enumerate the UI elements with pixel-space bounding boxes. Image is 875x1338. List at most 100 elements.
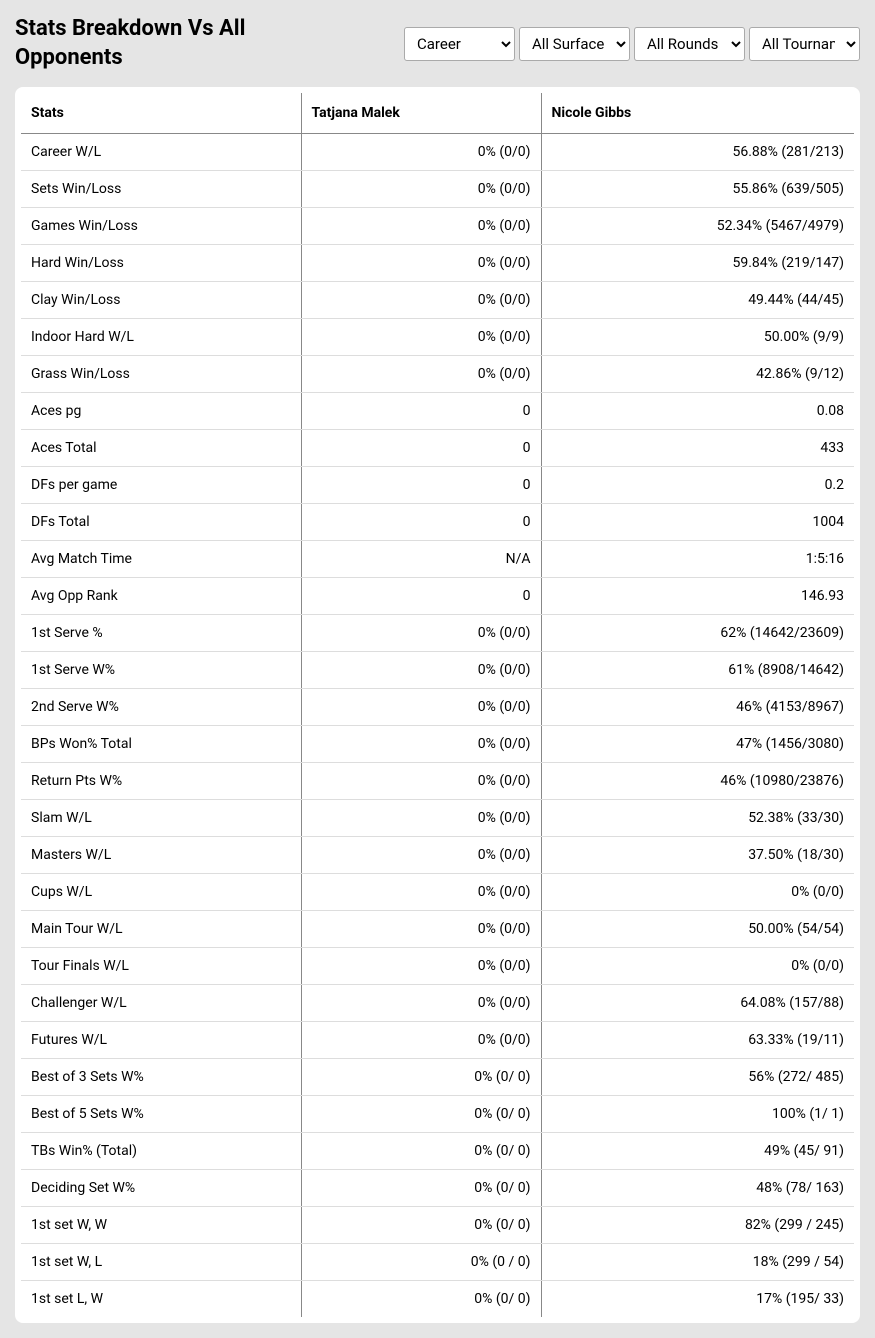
player2-value: 50.00% (9/9) [541,319,854,356]
player2-value: 146.93 [541,578,854,615]
stat-label: Cups W/L [21,874,301,911]
stat-label: Aces pg [21,393,301,430]
table-row: Sets Win/Loss0% (0/0)55.86% (639/505) [21,171,854,208]
tournament-select[interactable]: All Tournaments [749,27,860,61]
table-row: Slam W/L0% (0/0)52.38% (33/30) [21,800,854,837]
stat-label: 1st set L, W [21,1281,301,1318]
stat-label: Avg Match Time [21,541,301,578]
player1-value: 0 [301,504,541,541]
player2-value: 17% (195/ 33) [541,1281,854,1318]
player1-value: 0% (0/ 0) [301,1059,541,1096]
table-row: Indoor Hard W/L0% (0/0)50.00% (9/9) [21,319,854,356]
table-row: BPs Won% Total0% (0/0)47% (1456/3080) [21,726,854,763]
player1-value: 0% (0/0) [301,763,541,800]
stat-label: Clay Win/Loss [21,282,301,319]
table-row: Masters W/L0% (0/0)37.50% (18/30) [21,837,854,874]
table-row: Best of 5 Sets W%0% (0/ 0)100% (1/ 1) [21,1096,854,1133]
table-row: 1st Serve %0% (0/0)62% (14642/23609) [21,615,854,652]
player1-value: 0 [301,393,541,430]
player1-value: 0% (0/0) [301,652,541,689]
player1-value: 0% (0/0) [301,171,541,208]
stat-label: 1st set W, L [21,1244,301,1281]
surface-select[interactable]: All Surfaces [519,27,630,61]
stat-label: Challenger W/L [21,985,301,1022]
stat-label: Slam W/L [21,800,301,837]
table-row: TBs Win% (Total)0% (0/ 0)49% (45/ 91) [21,1133,854,1170]
player1-value: 0% (0/ 0) [301,1096,541,1133]
filter-bar: Career All Surfaces All Rounds All Tourn… [404,27,860,61]
table-row: Deciding Set W%0% (0/ 0)48% (78/ 163) [21,1170,854,1207]
player2-value: 59.84% (219/147) [541,245,854,282]
stat-label: 1st Serve W% [21,652,301,689]
player1-value: 0% (0/0) [301,245,541,282]
player2-value: 49% (45/ 91) [541,1133,854,1170]
table-row: 1st set W, W0% (0/ 0)82% (299 / 245) [21,1207,854,1244]
round-select[interactable]: All Rounds [634,27,745,61]
player2-value: 1:5:16 [541,541,854,578]
stat-label: BPs Won% Total [21,726,301,763]
player2-value: 61% (8908/14642) [541,652,854,689]
stat-label: TBs Win% (Total) [21,1133,301,1170]
player2-value: 18% (299 / 54) [541,1244,854,1281]
period-select[interactable]: Career [404,27,515,61]
table-row: DFs Total01004 [21,504,854,541]
stat-label: Deciding Set W% [21,1170,301,1207]
player2-value: 62% (14642/23609) [541,615,854,652]
table-row: Best of 3 Sets W%0% (0/ 0)56% (272/ 485) [21,1059,854,1096]
stat-label: Aces Total [21,430,301,467]
stat-label: Career W/L [21,134,301,171]
table-row: Futures W/L0% (0/0)63.33% (19/11) [21,1022,854,1059]
player2-value: 0% (0/0) [541,874,854,911]
table-row: Hard Win/Loss0% (0/0)59.84% (219/147) [21,245,854,282]
player2-value: 0.08 [541,393,854,430]
stat-label: Hard Win/Loss [21,245,301,282]
stat-label: Grass Win/Loss [21,356,301,393]
player2-value: 50.00% (54/54) [541,911,854,948]
player2-value: 52.38% (33/30) [541,800,854,837]
stat-label: Return Pts W% [21,763,301,800]
player2-value: 433 [541,430,854,467]
table-row: Challenger W/L0% (0/0)64.08% (157/88) [21,985,854,1022]
table-row: Games Win/Loss0% (0/0)52.34% (5467/4979) [21,208,854,245]
player1-value: 0% (0/0) [301,134,541,171]
player1-value: 0% (0/0) [301,985,541,1022]
table-row: 1st Serve W%0% (0/0)61% (8908/14642) [21,652,854,689]
player2-value: 42.86% (9/12) [541,356,854,393]
player1-value: 0% (0/0) [301,208,541,245]
player2-value: 63.33% (19/11) [541,1022,854,1059]
table-row: 1st set W, L0% (0 / 0)18% (299 / 54) [21,1244,854,1281]
player1-value: 0% (0/0) [301,911,541,948]
stat-label: Masters W/L [21,837,301,874]
table-row: Aces pg00.08 [21,393,854,430]
player1-value: 0% (0/0) [301,689,541,726]
stat-label: Indoor Hard W/L [21,319,301,356]
player2-value: 49.44% (44/45) [541,282,854,319]
table-row: Avg Opp Rank0146.93 [21,578,854,615]
table-row: Aces Total0433 [21,430,854,467]
player1-value: 0% (0/0) [301,800,541,837]
stat-label: Best of 5 Sets W% [21,1096,301,1133]
player2-value: 56.88% (281/213) [541,134,854,171]
table-row: 1st set L, W0% (0/ 0)17% (195/ 33) [21,1281,854,1318]
table-row: Tour Finals W/L0% (0/0)0% (0/0) [21,948,854,985]
stat-label: Tour Finals W/L [21,948,301,985]
stats-table-wrapper: Stats Tatjana Malek Nicole Gibbs Career … [15,87,860,1323]
table-row: Main Tour W/L0% (0/0)50.00% (54/54) [21,911,854,948]
player1-value: 0% (0/0) [301,874,541,911]
player2-value: 46% (10980/23876) [541,763,854,800]
player1-value: 0% (0/0) [301,837,541,874]
player2-value: 47% (1456/3080) [541,726,854,763]
col-header-stats: Stats [21,93,301,134]
player1-value: N/A [301,541,541,578]
stat-label: Futures W/L [21,1022,301,1059]
player2-value: 46% (4153/8967) [541,689,854,726]
table-row: Avg Match TimeN/A1:5:16 [21,541,854,578]
player2-value: 82% (299 / 245) [541,1207,854,1244]
table-row: Grass Win/Loss0% (0/0)42.86% (9/12) [21,356,854,393]
stat-label: 2nd Serve W% [21,689,301,726]
player1-value: 0% (0/ 0) [301,1133,541,1170]
player1-value: 0% (0/ 0) [301,1207,541,1244]
col-header-player1: Tatjana Malek [301,93,541,134]
stat-label: Games Win/Loss [21,208,301,245]
player1-value: 0% (0/0) [301,282,541,319]
